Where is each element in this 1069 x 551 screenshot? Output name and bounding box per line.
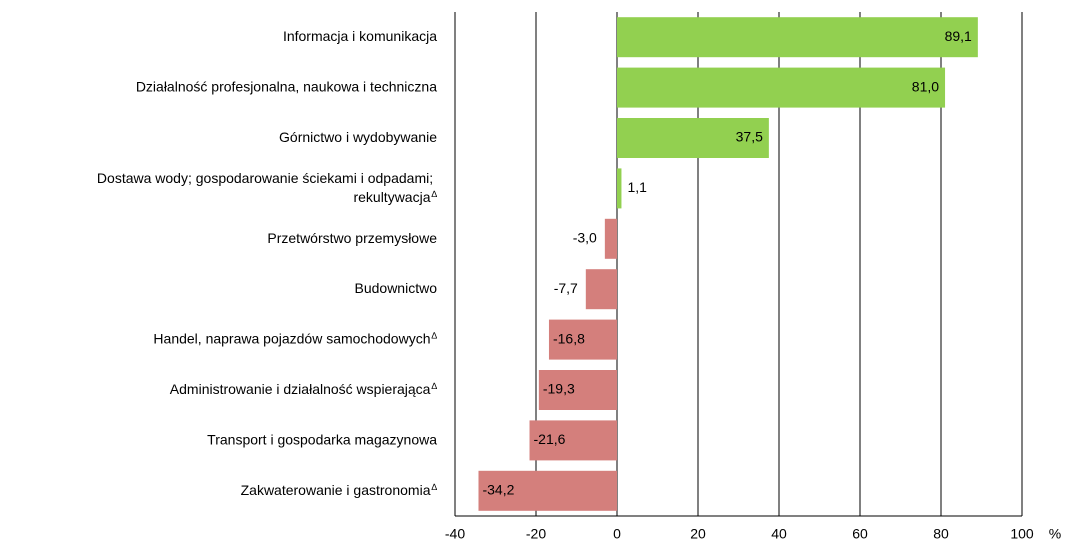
value-label: -16,8 <box>553 330 585 346</box>
x-tick-label: 100 <box>1010 526 1034 542</box>
category-label: Górnictwo i wydobywanie <box>279 129 437 145</box>
bar <box>617 168 622 209</box>
x-tick-label: 20 <box>690 526 706 542</box>
value-label: -21,6 <box>534 431 566 447</box>
category-label: Handel, naprawa pojazdów samochodowych∆ <box>153 330 437 346</box>
x-tick-label: -20 <box>526 526 546 542</box>
value-label: 1,1 <box>627 179 647 195</box>
x-tick-label: 0 <box>613 526 621 542</box>
x-tick-label: 40 <box>771 526 787 542</box>
category-label: Dostawa wody; gospodarowanie ściekami i … <box>97 170 438 205</box>
x-tick-label: 80 <box>933 526 949 542</box>
category-label: Działalność profesjonalna, naukowa i tec… <box>136 78 437 94</box>
value-label: 89,1 <box>945 28 972 44</box>
bar <box>538 370 617 410</box>
bar <box>617 17 978 58</box>
value-label: -34,2 <box>482 482 514 498</box>
bar <box>478 470 617 511</box>
bar <box>585 269 617 310</box>
category-label: Przetwórstwo przemysłowe <box>267 230 437 246</box>
category-label: Budownictwo <box>355 280 438 296</box>
bar <box>617 118 769 158</box>
category-label: Transport i gospodarka magazynowa <box>207 431 437 447</box>
value-label: -7,7 <box>554 280 578 296</box>
bar <box>604 218 617 259</box>
bar <box>548 319 617 360</box>
axis-unit: % <box>1049 526 1061 542</box>
value-label: -19,3 <box>543 381 575 397</box>
category-label: Administrowanie i działalność wspierając… <box>170 381 438 397</box>
category-label: Informacja i komunikacja <box>283 28 437 44</box>
bar <box>617 67 946 108</box>
bar <box>529 420 617 461</box>
x-tick-label: 60 <box>852 526 868 542</box>
value-label: 37,5 <box>736 129 763 145</box>
x-tick-label: -40 <box>445 526 465 542</box>
value-label: 81,0 <box>912 78 939 94</box>
value-label: -3,0 <box>573 230 597 246</box>
category-label: Zakwaterowanie i gastronomia∆ <box>241 482 438 498</box>
